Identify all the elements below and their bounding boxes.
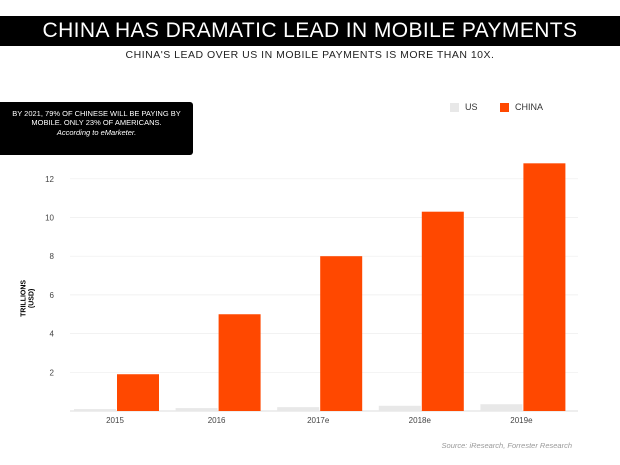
y-tick-label-6: 6 <box>50 291 55 300</box>
bar-us-2019e <box>480 404 523 411</box>
annotation-source: According to eMarketer. <box>56 127 137 137</box>
y-tick-label-12: 12 <box>45 175 54 184</box>
x-tick-label-2019e: 2019e <box>510 416 533 425</box>
bar-us-2016 <box>175 408 218 411</box>
source-note: Source: iResearch, Forrester Research <box>441 441 572 450</box>
legend-swatch-china <box>500 102 510 112</box>
legend: US CHINA <box>450 102 563 114</box>
bar-china-2015 <box>117 374 159 411</box>
legend-label-us: US <box>465 102 478 112</box>
chart-subtitle: CHINA'S LEAD OVER US IN MOBILE PAYMENTS … <box>125 49 495 61</box>
y-tick-label-10: 10 <box>45 214 54 223</box>
legend-swatch-us <box>450 102 459 112</box>
bar-us-2017e <box>277 407 320 411</box>
legend-item-china: CHINA <box>500 102 543 112</box>
bar-us-2015 <box>74 409 116 411</box>
bar-china-2019e <box>523 163 566 411</box>
bar-china-2016 <box>218 314 261 411</box>
x-tick-label-2015: 2015 <box>106 416 124 425</box>
legend-item-us: US <box>450 102 478 112</box>
annotation-text: BY 2021, 79% OF CHINESE WILL BE PAYING B… <box>12 109 181 128</box>
legend-label-china: CHINA <box>515 102 544 112</box>
x-tick-label-2016: 2016 <box>208 416 226 425</box>
chart-title: CHINA HAS DRAMATIC LEAD IN MOBILE PAYMEN… <box>0 16 620 46</box>
y-tick-label-4: 4 <box>50 330 55 339</box>
bar-china-2017e <box>320 256 363 411</box>
bar-china-2018e <box>421 211 464 411</box>
annotation-box: BY 2021, 79% OF CHINESE WILL BE PAYING B… <box>0 102 193 155</box>
x-tick-label-2017e: 2017e <box>307 416 330 425</box>
x-tick-label-2018e: 2018e <box>409 416 432 425</box>
y-tick-label-8: 8 <box>50 252 55 261</box>
bar-us-2018e <box>378 405 421 411</box>
y-tick-label-2: 2 <box>50 368 55 377</box>
